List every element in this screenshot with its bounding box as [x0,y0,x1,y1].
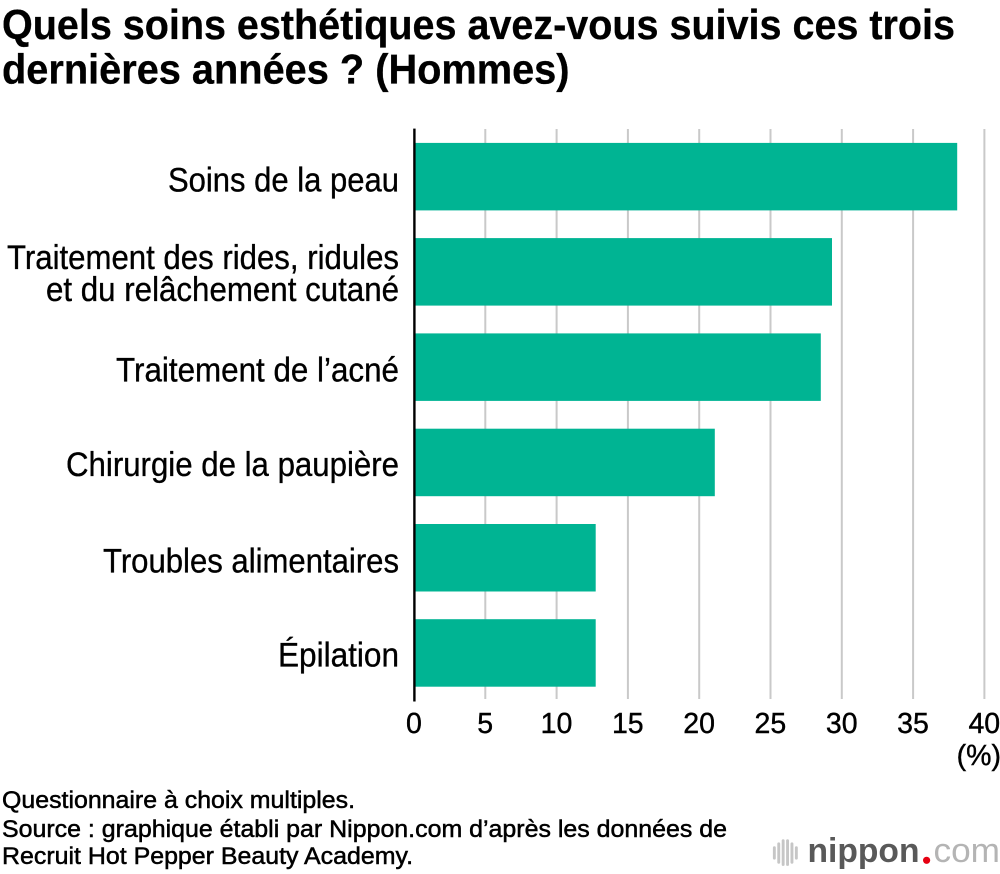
svg-text:Source : graphique établi par: Source : graphique établi par Nippon.com… [2,816,727,843]
svg-text:(%): (%) [957,740,1000,772]
svg-text:et du relâchement cutané: et du relâchement cutané [46,271,399,309]
svg-text:0: 0 [406,708,422,740]
svg-text:nippon: nippon [808,832,920,870]
svg-text:40: 40 [968,708,1000,740]
svg-text:dernières années ? (Hommes): dernières années ? (Hommes) [2,47,570,93]
svg-text:Traitement de l’acné: Traitement de l’acné [116,351,399,389]
svg-text:30: 30 [826,708,858,740]
svg-text:Questionnaire à choix multiple: Questionnaire à choix multiples. [2,787,355,814]
svg-text:Chirurgie de la paupière: Chirurgie de la paupière [66,446,399,484]
svg-text:25: 25 [755,708,787,740]
svg-text:Quels soins esthétiques avez-v: Quels soins esthétiques avez-vous suivis… [2,2,955,48]
svg-text:20: 20 [683,708,715,740]
svg-text:com: com [934,832,1000,870]
svg-text:Traitement des rides, ridules: Traitement des rides, ridules [7,239,399,277]
svg-text:Recruit Hot Pepper Beauty Acad: Recruit Hot Pepper Beauty Academy. [2,843,413,870]
svg-text:Soins de la peau: Soins de la peau [168,161,399,199]
svg-text:Troubles alimentaires: Troubles alimentaires [103,543,399,581]
svg-text:5: 5 [477,708,493,740]
svg-text:35: 35 [897,708,929,740]
svg-text:Épilation: Épilation [278,636,399,675]
svg-text:10: 10 [541,708,573,740]
svg-text:15: 15 [612,708,644,740]
